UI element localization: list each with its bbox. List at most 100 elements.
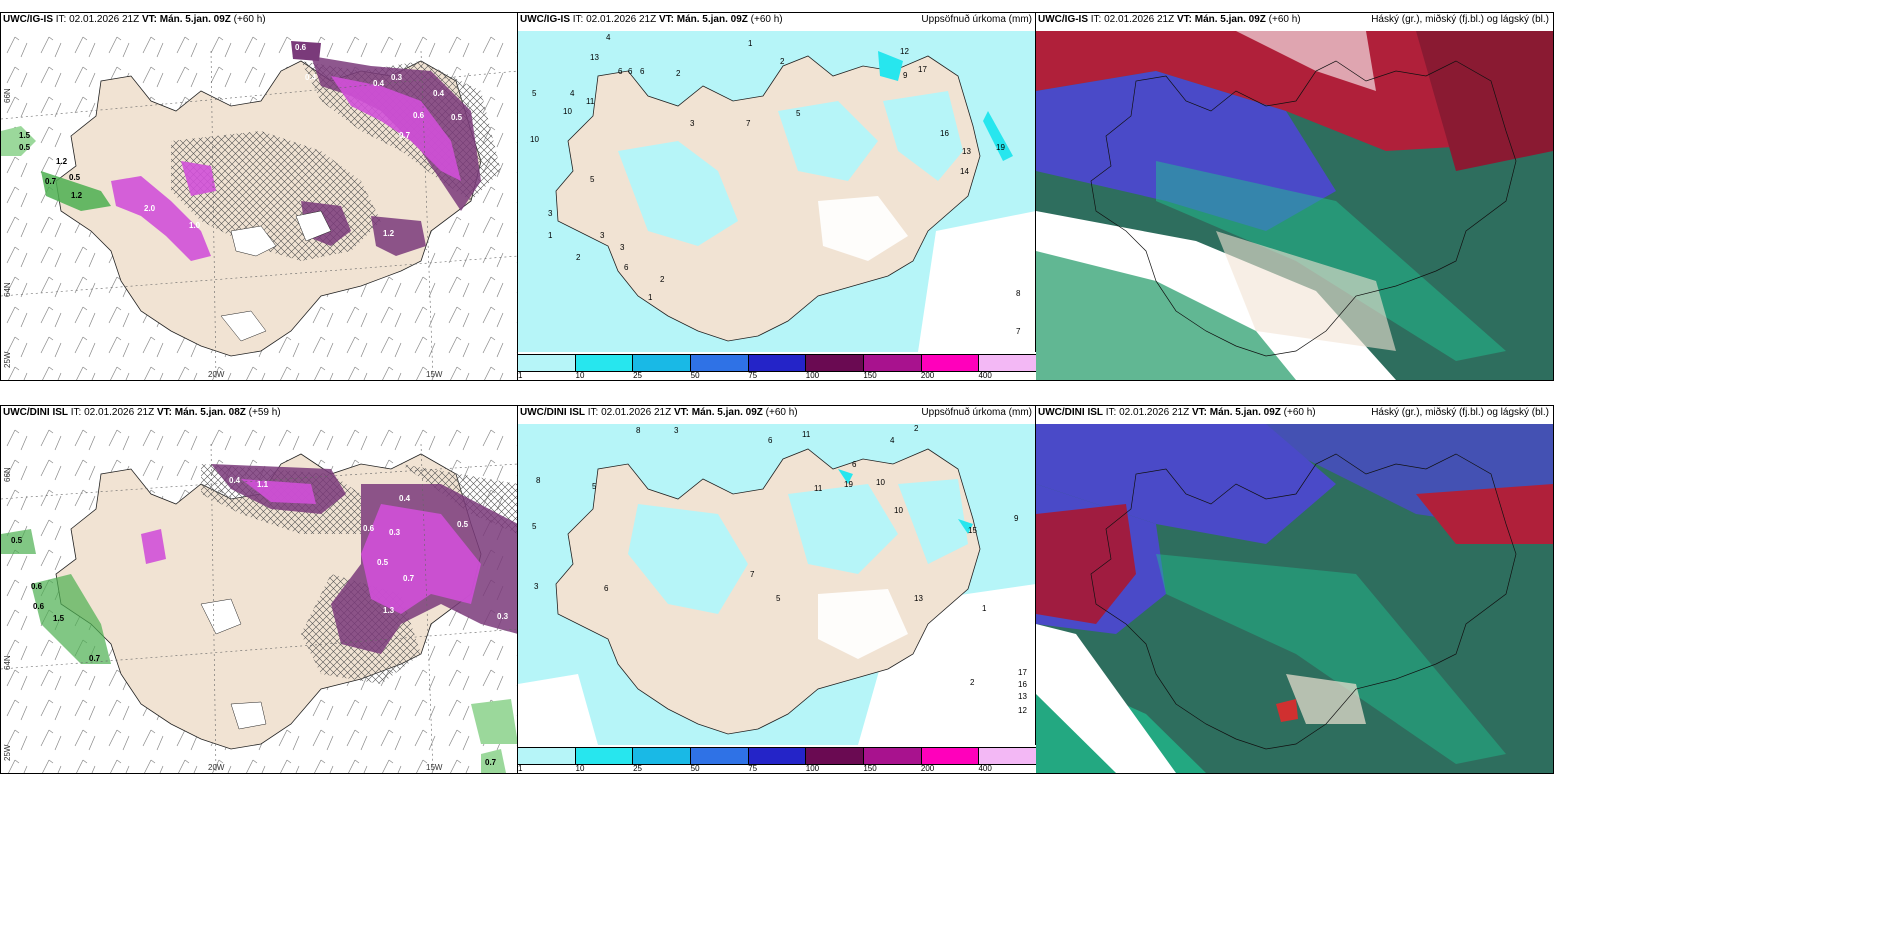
legend-tick-label: 200 xyxy=(920,764,935,773)
lat-label: 64N xyxy=(3,282,12,297)
legend-swatches xyxy=(518,354,1036,372)
lon-label: 20W xyxy=(208,370,225,379)
precip-label: 6 xyxy=(604,584,609,593)
precip-label: 3 xyxy=(690,119,695,128)
legend-swatch xyxy=(979,748,1036,764)
precip-label: 16 xyxy=(1018,680,1027,689)
snow-label: 1.5 xyxy=(19,131,31,140)
legend-tick-label: 10 xyxy=(575,371,585,380)
snow-label: 0.3 xyxy=(263,45,275,54)
panel-precip-ig-is: UWC/IG-IS IT: 02.01.2026 21Z VT: Mán. 5.… xyxy=(517,12,1037,381)
precip-label: 5 xyxy=(592,482,597,491)
legend-tick-label: 75 xyxy=(748,371,758,380)
precip-label: 17 xyxy=(918,65,927,74)
snow-label: 0.5 xyxy=(451,113,463,122)
snow-label: 0.4 xyxy=(373,79,385,88)
legend-swatch xyxy=(691,355,749,371)
panel-right-title: Uppsöfnuð úrkoma (mm) xyxy=(921,407,1032,418)
legend-swatch xyxy=(518,355,576,371)
legend-tick-label: 1 xyxy=(518,371,523,380)
precip-color-legend: 1 10 25 50 75 100 150 200 400 xyxy=(518,352,1036,380)
snow-label: 0.4 xyxy=(433,89,445,98)
panel-wind-ig-is: UWC/IG-IS IT: 02.01.2026 21Z VT: Mán. 5.… xyxy=(0,12,519,381)
lon-label: 20W xyxy=(208,763,225,772)
snow-label: 1.0 xyxy=(189,221,201,230)
panel-right-title: Uppsöfnuð úrkoma (mm) xyxy=(921,14,1032,25)
snow-label: 0.5 xyxy=(377,558,389,567)
legend-swatches xyxy=(518,747,1036,765)
lon-label: 25W xyxy=(3,351,12,368)
precip-label: 2 xyxy=(780,57,785,66)
panel-title: UWC/DINI ISL IT: 02.01.2026 21Z VT: Mán.… xyxy=(1038,407,1316,418)
snow-magenta-w xyxy=(111,176,211,261)
precip-label: 8 xyxy=(1016,289,1021,298)
precip-label: 14 xyxy=(960,167,969,176)
snow-label: 0.7 xyxy=(485,758,497,767)
snow-label: 1.2 xyxy=(56,157,68,166)
wind-map: 0.3 0.6 0.4 0.4 0.3 0.4 0.5 0.7 0.6 1.5 … xyxy=(1,31,518,380)
precip-label: 7 xyxy=(746,119,751,128)
snow-label: 2.0 xyxy=(144,204,156,213)
precip-label: 1 xyxy=(748,39,753,48)
snow-label: 0.5 xyxy=(69,173,81,182)
precip-label: 4 xyxy=(890,436,895,445)
panel-right-title: Háský (gr.), miðský (fj.bl.) og lágský (… xyxy=(1371,14,1549,25)
panel-wind-dini: UWC/DINI ISL IT: 02.01.2026 21Z VT: Mán.… xyxy=(0,405,519,774)
precip-label: 1 xyxy=(648,293,653,302)
legend-tick-label: 10 xyxy=(575,764,585,773)
iceland-wind-svg xyxy=(1,31,518,380)
legend-swatch xyxy=(633,355,692,371)
legend-swatch xyxy=(575,748,634,764)
snow-label: 0.6 xyxy=(295,43,307,52)
precip-label: 4 xyxy=(570,89,575,98)
legend-tick-label: 100 xyxy=(805,371,820,380)
legend-ticks: 1 10 25 50 75 100 150 200 400 xyxy=(518,371,1036,380)
precip-label: 10 xyxy=(894,506,903,515)
precip-label: 9 xyxy=(1014,514,1019,523)
precip-label: 3 xyxy=(674,426,679,435)
snow-label: 0.7 xyxy=(399,131,411,140)
precip-label: 5 xyxy=(590,175,595,184)
legend-tick-label: 150 xyxy=(863,371,877,380)
precip-label: 10 xyxy=(563,107,572,116)
cloud-map xyxy=(1036,424,1553,773)
snow-label: 0.6 xyxy=(31,582,43,591)
snow-label: 0.6 xyxy=(33,602,45,611)
iceland-precip-svg xyxy=(518,424,1036,745)
precip-label: 1 xyxy=(548,231,553,240)
precip-label: 5 xyxy=(776,594,781,603)
precip-label: 15 xyxy=(968,526,977,535)
legend-swatch xyxy=(979,355,1036,371)
snow-label: 0.6 xyxy=(363,524,375,533)
cloud-map xyxy=(1036,31,1553,380)
snow-label: 0.5 xyxy=(11,536,23,545)
precip-label: 6 xyxy=(768,436,773,445)
legend-tick-label: 400 xyxy=(978,764,992,773)
legend-swatch xyxy=(921,355,980,371)
legend-tick-label: 50 xyxy=(690,371,700,380)
lat-label: 64N xyxy=(3,655,12,670)
snow-label: 1.5 xyxy=(53,614,65,623)
panel-cloud-ig-is: UWC/IG-IS IT: 02.01.2026 21Z VT: Mán. 5.… xyxy=(1035,12,1554,381)
legend-swatch xyxy=(806,355,865,371)
snow-label: 0.3 xyxy=(497,612,509,621)
panel-right-title: Háský (gr.), miðský (fj.bl.) og lágský (… xyxy=(1371,407,1549,418)
precip-label: 4 xyxy=(606,33,611,42)
panel-cloud-dini: UWC/DINI ISL IT: 02.01.2026 21Z VT: Mán.… xyxy=(1035,405,1554,774)
precip-label: 5 xyxy=(532,522,537,531)
snow-label: 1.1 xyxy=(257,480,269,489)
precip-label: 5 xyxy=(796,109,801,118)
precip-label: 6 xyxy=(618,67,623,76)
snow-label: 0.4 xyxy=(229,476,241,485)
wind-map: 0.5 0.4 1.1 0.6 0.3 0.4 0.5 0.7 0.6 0.5 … xyxy=(1,424,518,773)
panel-precip-dini: UWC/DINI ISL IT: 02.01.2026 21Z VT: Mán.… xyxy=(517,405,1037,774)
snow-label: 0.7 xyxy=(403,574,415,583)
snow-label: 0.4 xyxy=(399,494,411,503)
iceland-outline xyxy=(1090,453,1517,750)
panel-title: UWC/IG-IS IT: 02.01.2026 21Z VT: Mán. 5.… xyxy=(1038,14,1301,25)
iceland-precip-svg xyxy=(518,31,1036,352)
snow-label: 0.5 xyxy=(19,143,31,152)
iceland-land xyxy=(555,55,981,342)
precip-label: 2 xyxy=(660,275,665,284)
precip-label: 3 xyxy=(534,582,539,591)
